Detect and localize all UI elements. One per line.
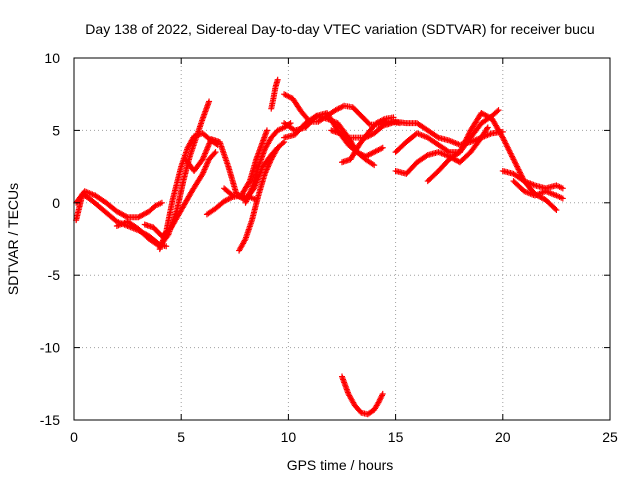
y-tick-label: -10: [40, 340, 60, 356]
series-arc-4: [156, 130, 221, 253]
data-point: [211, 150, 218, 157]
data-point: [123, 213, 130, 220]
data-point: [212, 149, 219, 156]
y-tick-label: 10: [44, 50, 60, 66]
data-point: [365, 120, 372, 127]
data-point: [559, 195, 566, 202]
series-arc-21: [499, 167, 566, 192]
series-arc-20: [424, 107, 502, 185]
data-point: [379, 144, 386, 151]
axis-ticks: 0 5 10 15 20 25 -15 -10 -5 0 5 10: [40, 50, 618, 445]
data-point: [246, 179, 253, 186]
data-point: [158, 199, 165, 206]
data-points: [73, 76, 566, 418]
data-point: [279, 140, 286, 147]
x-tick-label: 0: [70, 429, 78, 445]
data-point: [495, 107, 502, 114]
chart-title: Day 138 of 2022, Sidereal Day-to-day VTE…: [85, 21, 594, 37]
y-tick-label: 5: [52, 122, 60, 138]
data-point: [484, 124, 491, 131]
data-point: [263, 127, 270, 134]
x-tick-label: 10: [281, 429, 297, 445]
data-point: [379, 390, 386, 397]
data-point: [553, 207, 560, 214]
y-tick-label: 0: [52, 195, 60, 211]
series-arc-22: [510, 178, 566, 202]
plot-frame: [73, 57, 611, 421]
data-point: [228, 191, 235, 198]
data-point: [163, 243, 170, 250]
x-tick-label: 25: [602, 429, 618, 445]
series-arc-5: [141, 149, 219, 240]
data-point: [434, 133, 441, 140]
data-point: [423, 152, 430, 159]
data-point: [494, 108, 501, 115]
series-arc-17: [384, 118, 506, 148]
x-tick-label: 5: [177, 429, 185, 445]
data-point: [483, 125, 490, 132]
data-point: [552, 205, 559, 212]
data-point: [311, 113, 318, 120]
data-point: [559, 185, 566, 192]
x-tick-label: 20: [495, 429, 511, 445]
y-tick-label: -5: [48, 267, 61, 283]
x-axis-label: GPS time / hours: [287, 457, 394, 473]
series-arc-23: [339, 373, 386, 418]
y-tick-label: -15: [40, 412, 60, 428]
series-arc-10: [221, 127, 270, 199]
series-arc-8: [236, 138, 288, 254]
y-axis-label: SDTVAR / TECUs: [5, 183, 21, 295]
series-arc-11: [268, 76, 281, 112]
x-tick-label: 15: [388, 429, 404, 445]
data-point: [371, 162, 378, 169]
data-point: [274, 76, 281, 83]
data-point: [206, 98, 213, 105]
